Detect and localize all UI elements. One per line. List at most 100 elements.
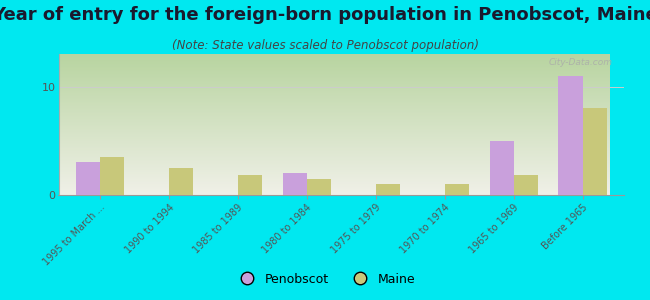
Bar xyxy=(58,146,610,147)
Bar xyxy=(58,122,610,123)
Text: (Note: State values scaled to Penobscot population): (Note: State values scaled to Penobscot … xyxy=(172,39,478,52)
Bar xyxy=(58,80,610,81)
Bar xyxy=(58,92,610,94)
Bar xyxy=(58,168,610,169)
Bar xyxy=(58,140,610,141)
Bar xyxy=(58,172,610,174)
Bar xyxy=(58,102,610,103)
Bar xyxy=(58,160,610,161)
Bar xyxy=(58,105,610,106)
Bar xyxy=(58,91,610,92)
Bar xyxy=(58,191,610,192)
Bar xyxy=(58,85,610,86)
Bar xyxy=(58,78,610,80)
Bar xyxy=(58,143,610,144)
Bar xyxy=(58,94,610,95)
Bar xyxy=(100,157,124,195)
Bar xyxy=(58,192,610,194)
Bar xyxy=(58,144,610,146)
Bar xyxy=(58,103,610,105)
Bar xyxy=(58,179,610,181)
Bar xyxy=(58,136,610,137)
Bar xyxy=(58,88,610,89)
Bar xyxy=(58,123,610,124)
Bar xyxy=(58,109,610,110)
Bar xyxy=(58,158,610,160)
Legend: Penobscot, Maine: Penobscot, Maine xyxy=(229,268,421,291)
Bar xyxy=(58,150,610,151)
Bar xyxy=(58,60,610,61)
Bar xyxy=(58,96,610,98)
Bar xyxy=(58,106,610,108)
Bar xyxy=(58,164,610,165)
Bar xyxy=(169,168,193,195)
Bar xyxy=(58,115,610,116)
Bar xyxy=(238,176,262,195)
Bar xyxy=(58,116,610,118)
Bar xyxy=(58,99,610,100)
Bar xyxy=(58,57,610,58)
Bar xyxy=(58,177,610,178)
Bar xyxy=(58,194,610,195)
Bar xyxy=(58,81,610,82)
Bar xyxy=(58,137,610,139)
Bar xyxy=(58,108,610,109)
Bar xyxy=(58,76,610,78)
Bar xyxy=(445,184,469,195)
Bar xyxy=(58,124,610,126)
Bar xyxy=(58,119,610,120)
Bar xyxy=(58,174,610,175)
Bar xyxy=(58,112,610,113)
Bar xyxy=(58,155,610,157)
Bar xyxy=(307,179,331,195)
Bar xyxy=(58,130,610,131)
Bar xyxy=(58,175,610,177)
Bar xyxy=(76,163,100,195)
Bar xyxy=(489,141,514,195)
Bar xyxy=(58,110,610,112)
Bar xyxy=(58,61,610,62)
Bar xyxy=(58,62,610,64)
Bar xyxy=(58,169,610,171)
Bar xyxy=(58,56,610,57)
Bar xyxy=(58,165,610,167)
Bar xyxy=(58,181,610,182)
Bar xyxy=(58,151,610,153)
Bar xyxy=(58,127,610,129)
Bar xyxy=(58,100,610,102)
Bar xyxy=(58,161,610,163)
Bar xyxy=(58,182,610,184)
Bar xyxy=(58,189,610,191)
Bar xyxy=(58,154,610,155)
Bar xyxy=(58,113,610,115)
Bar xyxy=(58,148,610,150)
Bar xyxy=(58,184,610,185)
Bar xyxy=(58,75,610,76)
Bar xyxy=(58,153,610,154)
Bar xyxy=(58,58,610,60)
Bar xyxy=(58,171,610,172)
Bar xyxy=(58,163,610,164)
Bar xyxy=(58,65,610,67)
Bar xyxy=(58,178,610,179)
Bar xyxy=(58,67,610,68)
Bar xyxy=(58,141,610,143)
Bar xyxy=(58,89,610,91)
Bar xyxy=(58,82,610,84)
Bar xyxy=(58,70,610,71)
Bar xyxy=(376,184,400,195)
Bar xyxy=(58,98,610,99)
Text: Year of entry for the foreign-born population in Penobscot, Maine: Year of entry for the foreign-born popul… xyxy=(0,6,650,24)
Bar xyxy=(58,68,610,70)
Bar xyxy=(58,64,610,65)
Bar xyxy=(58,118,610,119)
Bar xyxy=(58,71,610,72)
Bar xyxy=(58,129,610,130)
Bar xyxy=(58,95,610,96)
Bar xyxy=(58,72,610,74)
Bar xyxy=(58,74,610,75)
Bar xyxy=(283,173,307,195)
Bar xyxy=(58,54,610,56)
Bar xyxy=(58,120,610,122)
Bar xyxy=(58,185,610,187)
